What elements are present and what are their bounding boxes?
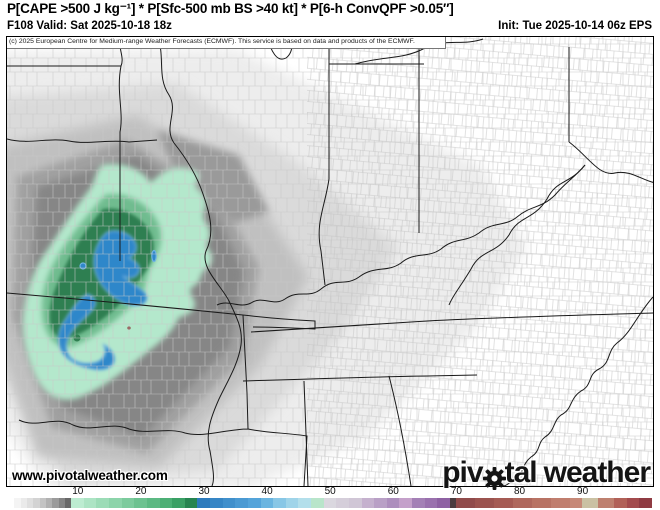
colorbar-segment (614, 498, 627, 508)
state-borders (7, 37, 653, 486)
colorbar-segment (134, 498, 147, 508)
colorbar-tick-label: 60 (387, 486, 399, 497)
probability-colorbar (8, 498, 652, 508)
colorbar-tick-label: 40 (261, 486, 273, 497)
colorbar-tick-label: 90 (577, 486, 589, 497)
colorbar-tick-label: 30 (198, 486, 210, 497)
colorbar-segment (298, 498, 311, 508)
colorbar-segment (45, 498, 53, 508)
colorbar-segment (273, 498, 286, 508)
colorbar-segment (20, 498, 27, 508)
colorbar-segment (569, 498, 583, 508)
colorbar-segment (247, 498, 261, 508)
colorbar-segment (52, 498, 59, 508)
colorbar-segment (159, 498, 173, 508)
colorbar-segment (412, 498, 425, 508)
colorbar-segment (197, 498, 210, 508)
colorbar-segment (33, 498, 40, 508)
colorbar-segment (222, 498, 236, 508)
colorbar-segment (39, 498, 46, 508)
county-lines (7, 37, 653, 486)
colorbar-tick-label: 10 (72, 486, 84, 497)
colorbar-segment (626, 498, 640, 508)
colorbar-segment (449, 498, 457, 508)
colorbar-segment (235, 498, 248, 508)
logo-text-tal: tal (504, 456, 538, 489)
colorbar-segment (598, 498, 614, 508)
colorbar-tick-label: 70 (450, 486, 462, 497)
colorbar-segment (348, 498, 362, 508)
colorbar-segment (210, 498, 223, 508)
colorbar-segment (399, 498, 412, 508)
ecmwf-copyright: (c) 2025 European Centre for Medium-rang… (7, 37, 446, 49)
colorbar-segment (8, 498, 15, 508)
colorbar-segment (639, 498, 652, 508)
colorbar-segment (58, 498, 65, 508)
colorbar-segment (26, 498, 34, 508)
colorbar-segment (336, 498, 349, 508)
colorbar-segment (361, 498, 375, 508)
colorbar-segment (83, 498, 97, 508)
colorbar-segment (260, 498, 274, 508)
colorbar-segment (109, 498, 122, 508)
colorbar-tick-labels: 10 20 30 40 50 60 70 80 90 (8, 487, 652, 497)
colorbar-segment (424, 498, 438, 508)
colorbar-segment (184, 498, 198, 508)
colorbar-segment (494, 498, 513, 508)
colorbar-segment (96, 498, 109, 508)
colorbar-segment (323, 498, 337, 508)
colorbar-segment (146, 498, 160, 508)
colorbar-segment (437, 498, 450, 508)
valid-time-label: F108 Valid: Sat 2025-10-18 18z (7, 20, 172, 32)
colorbar-segment (386, 498, 400, 508)
colorbar-segment (582, 498, 599, 508)
colorbar-segment (172, 498, 185, 508)
init-time-label: Init: Tue 2025-10-14 06z EPS (498, 20, 652, 32)
colorbar-segment (14, 498, 21, 508)
pivotal-weather-logo: piv tal weather (442, 456, 651, 490)
colorbar-segment (374, 498, 387, 508)
map-canvas (7, 37, 653, 486)
colorbar-segment (121, 498, 135, 508)
colorbar-segment (311, 498, 324, 508)
colorbar-segment (456, 498, 476, 508)
colorbar-segment (64, 498, 72, 508)
colorbar-segment (71, 498, 84, 508)
weather-map: (c) 2025 European Centre for Medium-rang… (6, 36, 654, 490)
colorbar-segment (285, 498, 299, 508)
colorbar-segment (513, 498, 532, 508)
colorbar-segment (550, 498, 570, 508)
colorbar-tick-label: 80 (513, 486, 526, 497)
logo-text-weather: weather (543, 456, 651, 489)
product-title: P[CAPE >500 J kg⁻¹] * P[Sfc-500 mb BS >4… (7, 1, 454, 16)
colorbar-tick-label: 20 (135, 486, 147, 497)
colorbar-segment (475, 498, 495, 508)
gear-icon (482, 464, 506, 490)
colorbar-segment (531, 498, 551, 508)
colorbar-tick-label: 50 (324, 486, 336, 497)
watermark-url: www.pivotalweather.com (12, 468, 168, 483)
logo-text-piv: piv (442, 456, 483, 489)
